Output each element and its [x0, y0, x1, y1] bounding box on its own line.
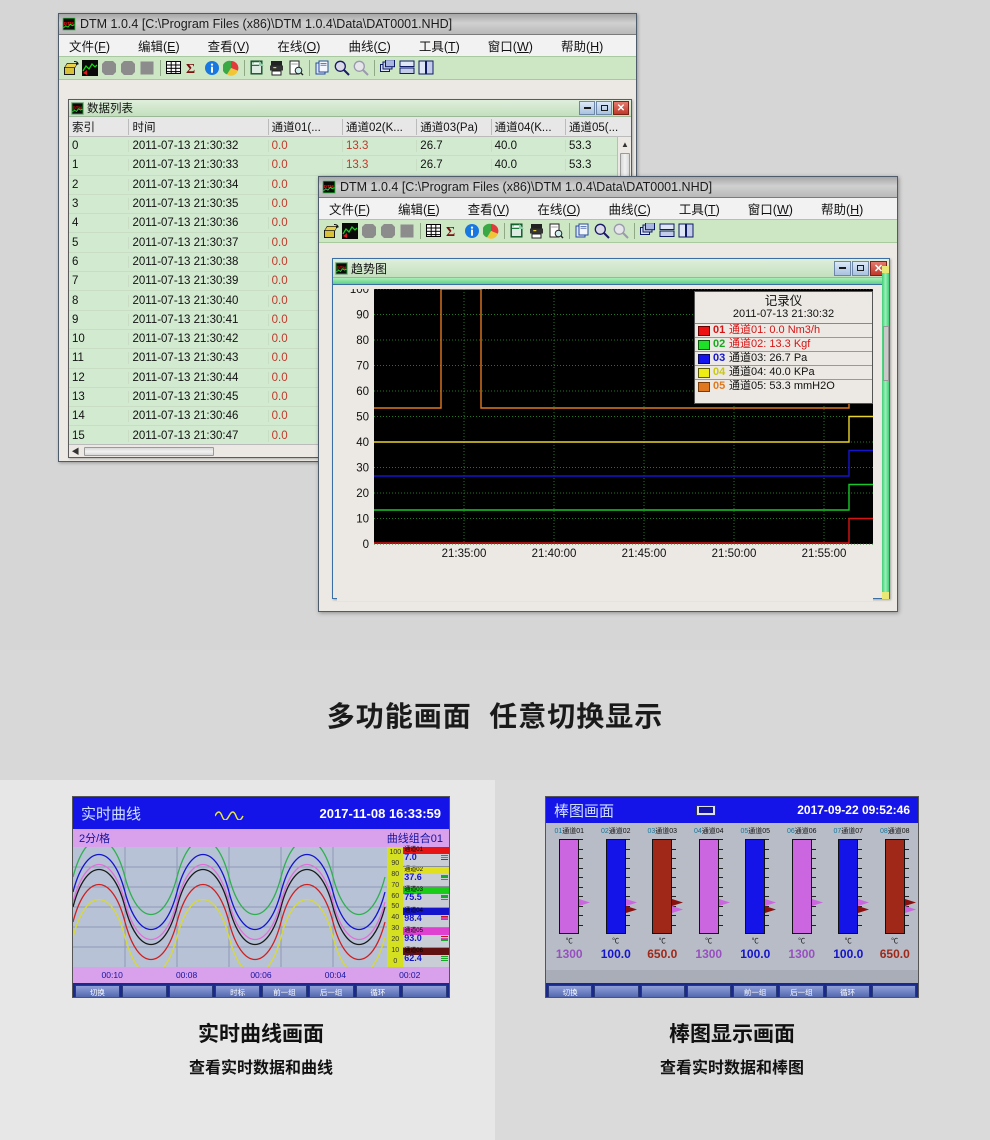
svg-text:70: 70 — [356, 361, 369, 373]
svg-text:60: 60 — [356, 386, 369, 398]
svg-text:21:35:00: 21:35:00 — [442, 548, 487, 560]
svg-text:50: 50 — [356, 412, 369, 424]
svg-text:100: 100 — [350, 289, 369, 296]
svg-text:10: 10 — [356, 514, 369, 526]
svg-text:21:40:00: 21:40:00 — [532, 548, 577, 560]
svg-text:0: 0 — [363, 539, 369, 551]
svg-text:21:55:00: 21:55:00 — [802, 548, 847, 560]
svg-text:30: 30 — [356, 463, 369, 475]
svg-text:21:50:00: 21:50:00 — [712, 548, 757, 560]
svg-text:40: 40 — [356, 437, 369, 449]
svg-text:21:45:00: 21:45:00 — [622, 548, 667, 560]
svg-text:20: 20 — [356, 488, 369, 500]
svg-text:90: 90 — [356, 310, 369, 322]
svg-text:80: 80 — [356, 335, 369, 347]
